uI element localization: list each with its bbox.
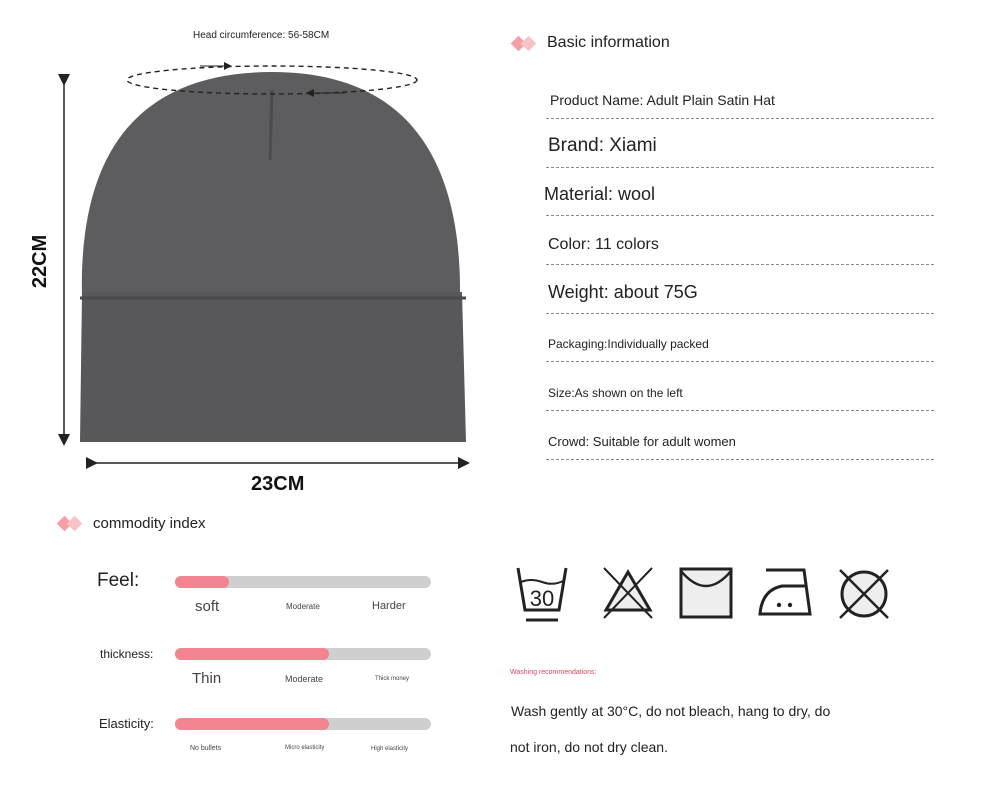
thickness-bar (175, 648, 431, 660)
no-dry-clean-icon (839, 569, 889, 619)
diamond-icon (66, 515, 83, 532)
commodity-index-title: commodity index (93, 515, 206, 532)
info-row: Size:As shown on the left (546, 371, 934, 411)
hat-image (58, 62, 470, 469)
scale-label: High elasticity (371, 746, 409, 752)
level-fill (175, 576, 229, 588)
width-label: 23CM (251, 473, 305, 495)
scale-label: soft (195, 598, 220, 615)
basic-info-title: Basic information (547, 34, 670, 51)
info-row: Color: 11 colors (546, 225, 934, 265)
thickness-label: thickness: (100, 647, 154, 661)
scale-label: No bullets (190, 745, 222, 752)
feel-label: Feel: (97, 570, 140, 591)
svg-text:30: 30 (530, 586, 554, 611)
scale-label: Thin (192, 670, 222, 687)
elasticity-label: Elasticity: (99, 716, 154, 731)
circumference-ellipse (126, 65, 418, 95)
height-label: 22CM (29, 234, 52, 289)
scale-label: Harder (372, 600, 406, 612)
wash-30-icon: 30 (516, 567, 568, 622)
info-row: Weight: about 75G (546, 274, 934, 314)
circumference-label: Head circumference: 56-58CM (193, 30, 330, 41)
scale-label: Moderate (285, 674, 324, 684)
hang-dry-icon (679, 567, 733, 619)
scale-label: Micro elasticity (285, 745, 325, 751)
info-row: Product Name: Adult Plain Satin Hat (546, 79, 934, 119)
no-bleach-icon (603, 567, 653, 619)
info-row: Material: wool (544, 176, 934, 216)
scale-label: Moderate (286, 602, 320, 611)
diamond-icon (520, 35, 537, 52)
elasticity-bar (175, 718, 431, 730)
info-row: Packaging:Individually packed (546, 322, 934, 362)
scale-label: Thick money (375, 676, 410, 682)
feel-bar (175, 576, 431, 588)
iron-low-icon (758, 568, 812, 616)
washing-text: Wash gently at 30°C, do not bleach, hang… (511, 703, 831, 719)
info-row: Crowd: Suitable for adult women (546, 420, 934, 460)
info-row: Brand: Xiami (546, 128, 934, 168)
level-fill (175, 648, 329, 660)
washing-text: not iron, do not dry clean. (510, 739, 668, 755)
level-fill (175, 718, 329, 730)
washing-title: Washing recommendations: (510, 669, 597, 676)
